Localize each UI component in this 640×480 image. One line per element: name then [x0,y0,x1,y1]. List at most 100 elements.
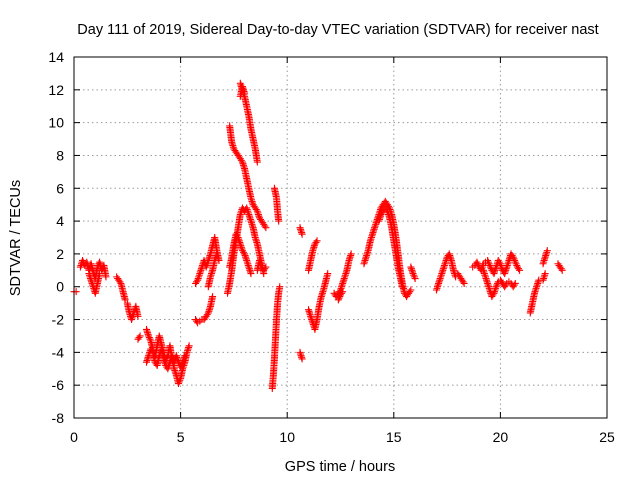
data-point [134,312,142,320]
data-point [511,279,519,287]
data-point [135,334,143,342]
data-point [148,347,156,355]
data-point [502,281,510,289]
data-point [558,266,566,274]
data-point [493,281,501,289]
data-point [400,286,408,294]
data-point [489,291,497,299]
data-point [508,252,516,260]
data-point [512,260,520,268]
data-point [275,217,283,225]
data-point [484,256,492,264]
data-point [324,270,332,278]
data-point [382,206,390,214]
data-point [175,378,183,386]
data-point [399,284,407,292]
y-tick-label: 14 [48,49,64,65]
x-tick-label: 20 [493,429,509,445]
data-point [146,335,154,343]
data-point [247,270,255,278]
data-point [410,273,418,281]
data-point [510,281,518,289]
data-point [312,238,320,246]
data-point [298,230,306,238]
data-point [347,250,355,258]
y-axis-title: SDTVAR / TECUs [8,180,24,296]
data-point [406,288,414,296]
data-point [335,294,343,302]
data-point [237,156,245,164]
x-tick-label: 5 [177,429,185,445]
data-point [459,278,467,286]
data-point [510,255,518,263]
data-point [261,265,269,273]
x-tick-label: 15 [386,429,402,445]
data-point [511,258,519,266]
data-points [70,79,566,392]
data-point [262,263,270,271]
data-point [176,376,184,384]
data-point [102,273,110,281]
data-point [96,270,104,278]
data-point [511,256,519,264]
data-point [338,289,346,297]
data-point [460,279,468,287]
y-tick-label: 6 [56,180,64,196]
data-point [145,334,153,342]
data-point [313,237,321,245]
y-tick-label: -8 [52,410,65,426]
data-point [116,278,124,286]
y-tick-label: 8 [56,147,64,163]
data-point [409,270,417,278]
data-point [515,265,523,273]
data-point [252,206,260,214]
data-point [209,293,217,301]
data-point [233,232,241,240]
data-point [239,248,247,256]
data-point [339,288,347,296]
data-point [136,332,144,340]
chart-title: Day 111 of 2019, Sidereal Day-to-day VTE… [77,22,598,38]
data-point [193,278,201,286]
x-axis-title: GPS time / hours [285,459,395,475]
data-point [261,222,269,230]
data-point [513,261,521,269]
data-point [516,266,524,274]
plot-frame [73,56,608,419]
data-point [410,271,418,279]
y-tick-label: 12 [48,82,64,98]
data-point [177,363,185,371]
data-point [276,283,284,291]
data-point [145,332,153,340]
data-point [262,224,270,232]
y-tick-label: 4 [56,213,64,229]
data-point [181,352,189,360]
data-point [241,89,249,97]
data-point [185,342,193,350]
y-tick-label: 10 [48,115,64,131]
data-point [178,360,186,368]
data-point [492,283,500,291]
x-tick-labels: 0 5 10 15 20 25 [70,429,615,445]
data-point [213,250,221,258]
y-tick-label: -4 [52,344,65,360]
data-point [557,265,565,273]
data-point [485,260,493,268]
y-tick-label: 0 [56,279,64,295]
y-tick-label: 2 [56,246,64,262]
x-tick-label: 0 [70,429,78,445]
data-point [541,270,549,278]
data-point [484,258,492,266]
x-tick-label: 10 [279,429,295,445]
y-tick-labels: -8 -6 -4 -2 0 2 4 6 8 10 12 14 [48,49,64,426]
data-point [411,275,419,283]
y-tick-label: -6 [52,377,65,393]
data-point [174,380,182,388]
data-point [253,158,261,166]
data-point [486,261,494,269]
data-point [495,258,503,266]
axis-ticks [73,56,608,419]
data-point [79,256,87,264]
data-point [473,258,481,266]
